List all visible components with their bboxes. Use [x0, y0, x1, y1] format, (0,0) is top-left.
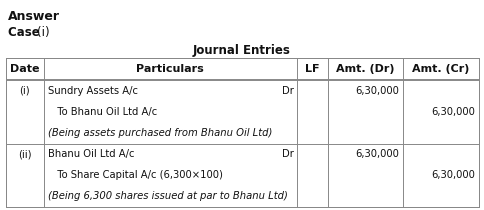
Text: Bhanu Oil Ltd A/c: Bhanu Oil Ltd A/c [48, 149, 134, 159]
Text: Journal Entries: Journal Entries [193, 44, 290, 57]
Text: Amt. (Cr): Amt. (Cr) [411, 64, 469, 74]
Text: To Share Capital A/c (6,300×100): To Share Capital A/c (6,300×100) [48, 170, 222, 180]
Bar [6, 58, 478, 207]
Text: 6,30,000: 6,30,000 [355, 86, 398, 96]
Text: Date: Date [10, 64, 40, 74]
Text: Answer: Answer [8, 10, 60, 23]
Text: 6,30,000: 6,30,000 [430, 107, 474, 117]
Text: Sundry Assets A/c: Sundry Assets A/c [48, 86, 137, 96]
Text: (i): (i) [37, 26, 49, 39]
Text: To Bhanu Oil Ltd A/c: To Bhanu Oil Ltd A/c [48, 107, 157, 117]
Text: Amt. (Dr): Amt. (Dr) [335, 64, 394, 74]
Text: LF: LF [304, 64, 319, 74]
Text: 6,30,000: 6,30,000 [355, 149, 398, 159]
Text: (Being 6,300 shares issued at par to Bhanu Ltd): (Being 6,300 shares issued at par to Bha… [48, 192, 287, 201]
Text: Dr: Dr [281, 86, 293, 96]
Text: 6,30,000: 6,30,000 [430, 170, 474, 180]
Text: (Being assets purchased from Bhanu Oil Ltd): (Being assets purchased from Bhanu Oil L… [48, 128, 272, 138]
Text: (i): (i) [19, 86, 30, 96]
Text: Dr: Dr [281, 149, 293, 159]
Text: Particulars: Particulars [136, 64, 204, 74]
Text: (ii): (ii) [18, 149, 31, 159]
Text: Case: Case [8, 26, 44, 39]
